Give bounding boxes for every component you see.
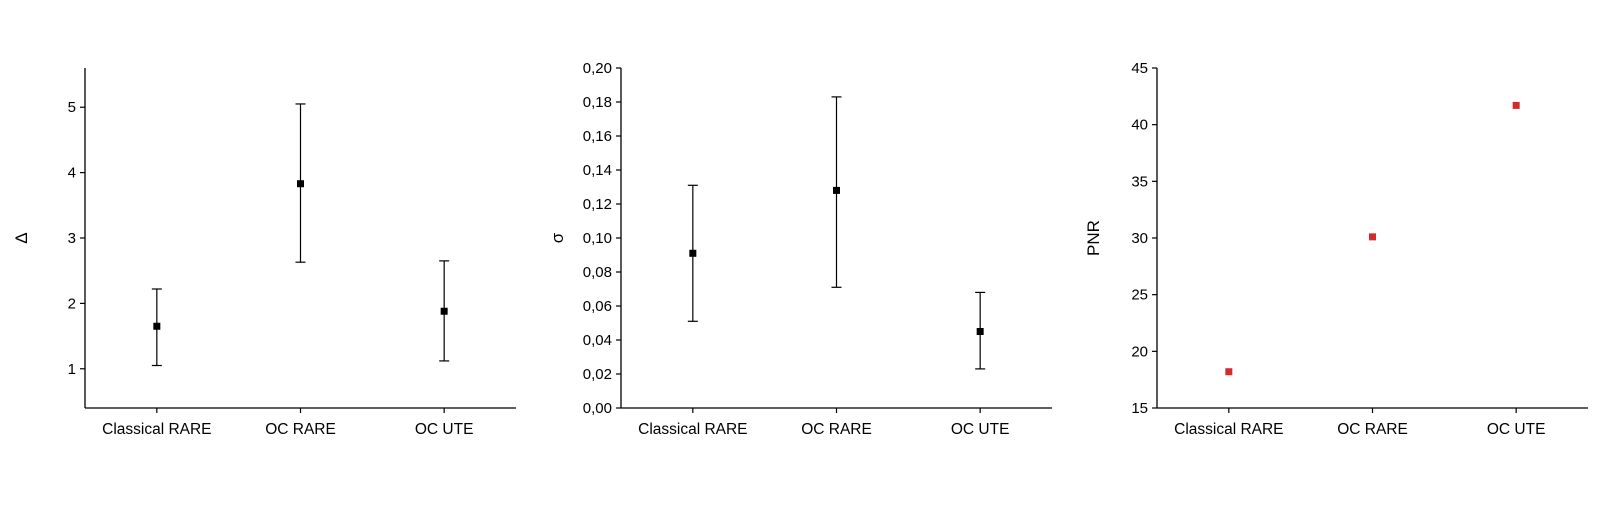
chart-sigma: 0,00 0,02 0,04 0,06 0,08 0,10 0,12 0,14 0,16 0,18…	[536, 0, 1072, 514]
chart-pnr-canvas: 15 20 25 30 35 40 45 Classical RARE OC RARE OC UT…	[1084, 60, 1588, 438]
y-tick-label: 45	[1131, 60, 1148, 77]
y-tick-label: 0,20	[583, 60, 612, 77]
chart-delta: 1 2 3 4 5 Classical RARE OC RARE OC UTE Δ	[0, 0, 536, 514]
data-point-marker	[440, 307, 448, 315]
y-tick-label: 20	[1131, 343, 1148, 360]
chart-delta-canvas: 1 2 3 4 5 Classical RARE OC RARE OC UTE Δ	[12, 68, 516, 438]
y-tick-label: 0,18	[583, 94, 612, 111]
data-point-marker	[1225, 368, 1233, 376]
y-tick-label: 1	[68, 361, 76, 378]
y-axis-title: Δ	[12, 232, 31, 243]
y-tick-label: 2	[68, 295, 76, 312]
y-tick-label: 0,06	[583, 298, 612, 315]
y-tick-label: 25	[1131, 287, 1148, 304]
y-tick-label: 0,00	[583, 400, 612, 417]
x-category-label: OC UTE	[1487, 421, 1546, 438]
y-tick-label: 5	[68, 99, 76, 116]
x-category-label: OC RARE	[801, 421, 872, 438]
x-category-label: OC RARE	[1337, 421, 1408, 438]
y-tick-label: 0,10	[583, 230, 612, 247]
x-category-label: Classical RARE	[638, 421, 747, 438]
y-tick-label: 0,04	[583, 332, 612, 349]
x-category-label: OC UTE	[951, 421, 1010, 438]
y-tick-label: 40	[1131, 117, 1148, 134]
x-category-label: Classical RARE	[1174, 421, 1283, 438]
chart-sigma-canvas: 0,00 0,02 0,04 0,06 0,08 0,10 0,12 0,14 0,16 0,18…	[548, 60, 1052, 438]
y-tick-label: 0,16	[583, 128, 612, 145]
y-tick-label: 35	[1131, 173, 1148, 190]
y-tick-label: 0,14	[583, 162, 612, 179]
x-category-label: OC RARE	[265, 421, 336, 438]
y-tick-label: 4	[68, 165, 76, 182]
y-tick-label: 0,08	[583, 264, 612, 281]
data-point-marker	[297, 180, 304, 188]
y-tick-label: 30	[1131, 230, 1148, 247]
data-point-marker	[1369, 233, 1376, 241]
y-axis-title: σ	[548, 232, 567, 243]
y-tick-label: 3	[68, 230, 76, 247]
data-point-marker	[1512, 101, 1520, 109]
x-category-label: Classical RARE	[102, 421, 211, 438]
y-tick-label: 0,02	[583, 366, 612, 383]
data-point-marker	[833, 186, 840, 194]
y-tick-label: 0,12	[583, 196, 612, 213]
y-tick-label: 15	[1131, 400, 1148, 417]
y-axis-title: PNR	[1084, 220, 1103, 256]
data-point-marker	[689, 249, 697, 257]
data-point-marker	[976, 328, 984, 335]
chart-pnr: 15 20 25 30 35 40 45 Classical RARE OC RARE OC UT…	[1072, 0, 1608, 514]
x-category-label: OC UTE	[415, 421, 474, 438]
data-point-marker	[153, 322, 161, 330]
